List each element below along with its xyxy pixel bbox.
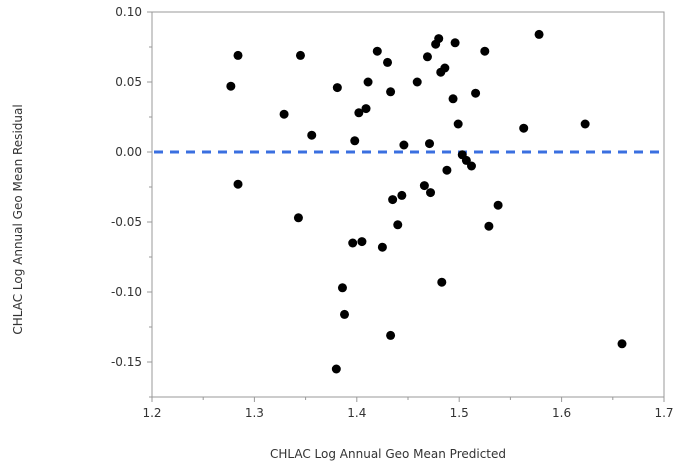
data-point	[419, 181, 429, 191]
data-point	[350, 136, 360, 146]
data-point	[493, 200, 503, 210]
y-tick-label: -0.05	[111, 215, 142, 229]
data-point	[340, 309, 350, 319]
data-point	[399, 140, 409, 150]
data-point	[386, 87, 396, 97]
plot-frame	[151, 11, 665, 398]
data-point	[466, 161, 476, 171]
x-tick-label: 1.4	[347, 406, 366, 420]
data-point	[331, 364, 341, 374]
y-tick-label: -0.15	[111, 355, 142, 369]
y-tick-label: 0.00	[115, 145, 142, 159]
data-point	[233, 179, 243, 189]
y-axis-title: CHLAC Log Annual Geo Mean Residual	[11, 104, 25, 334]
x-tick-label: 1.6	[552, 406, 571, 420]
data-point	[354, 108, 364, 118]
data-point	[226, 81, 236, 91]
x-tick-label: 1.7	[654, 406, 673, 420]
data-point	[453, 119, 463, 129]
data-point	[393, 220, 403, 230]
data-point	[448, 94, 458, 104]
data-point	[372, 46, 382, 56]
data-point	[357, 237, 367, 247]
data-point	[388, 195, 398, 205]
data-point	[337, 283, 347, 293]
data-point	[519, 123, 529, 133]
data-point	[279, 109, 289, 119]
data-point	[437, 277, 447, 287]
data-point	[295, 50, 305, 60]
x-axis: 1.2 1.3 1.4 1.5 1.6 1.7	[142, 397, 674, 420]
data-point	[386, 330, 396, 340]
data-point	[450, 38, 460, 48]
y-tick-label: 0.05	[115, 75, 142, 89]
data-point	[361, 104, 371, 114]
y-tick-label: 0.10	[115, 5, 142, 19]
data-point	[471, 88, 481, 98]
data-point	[617, 339, 627, 349]
data-point	[233, 50, 243, 60]
y-tick-label: -0.10	[111, 285, 142, 299]
data-point	[363, 77, 373, 87]
x-tick-label: 1.3	[245, 406, 264, 420]
data-point	[534, 29, 544, 39]
data-point	[307, 130, 317, 140]
data-point	[440, 63, 450, 73]
data-point	[580, 119, 590, 129]
x-tick-label: 1.5	[450, 406, 469, 420]
data-point	[348, 238, 358, 248]
data-point	[412, 77, 422, 87]
y-axis: 0.10 0.05 0.00 -0.05 -0.10 -0.15	[111, 5, 152, 398]
x-axis-title: CHLAC Log Annual Geo Mean Predicted	[270, 447, 506, 461]
data-point	[442, 165, 452, 175]
data-point	[426, 188, 436, 198]
x-tick-label: 1.2	[142, 406, 161, 420]
data-point	[484, 221, 494, 231]
data-points	[226, 29, 627, 374]
data-point	[434, 34, 444, 44]
data-point	[425, 139, 435, 149]
data-point	[397, 190, 407, 200]
data-point	[293, 213, 303, 223]
data-point	[332, 83, 342, 93]
data-point	[480, 46, 490, 56]
data-point	[383, 57, 393, 67]
data-point	[422, 52, 432, 62]
data-point	[377, 242, 387, 252]
